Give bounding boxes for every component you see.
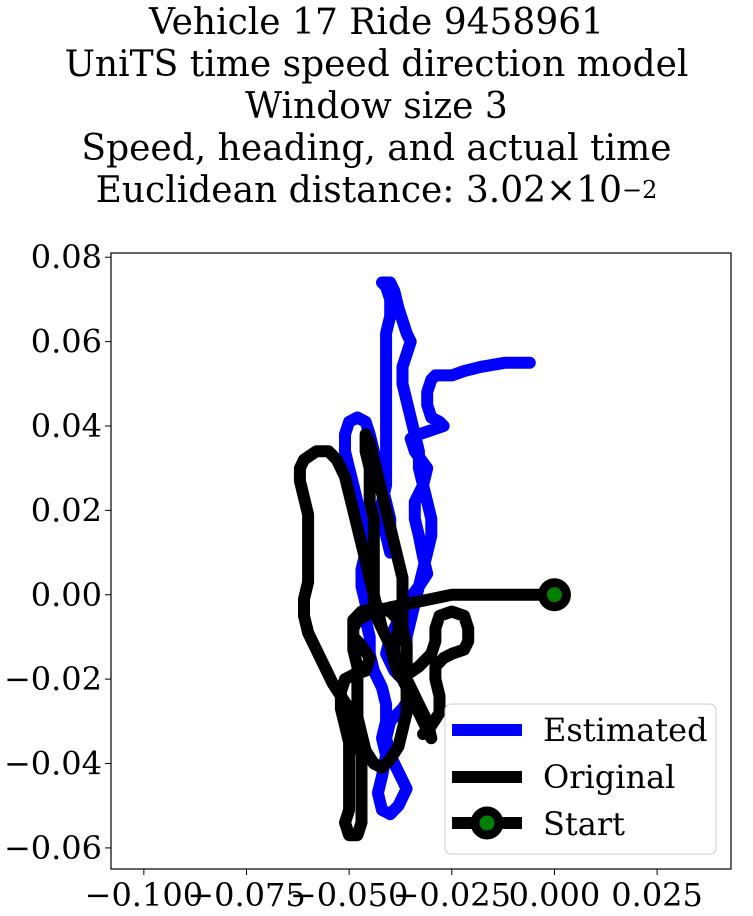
x-tick-label: −0.075 bbox=[187, 876, 305, 914]
title-line-4: Speed, heading, and actual time bbox=[81, 128, 672, 169]
x-tick-label: −0.100 bbox=[85, 876, 203, 914]
y-tick-label: −0.06 bbox=[4, 829, 102, 867]
distance-label: Euclidean distance: 3.02 bbox=[95, 170, 547, 211]
y-tick-label: −0.04 bbox=[4, 745, 102, 783]
title-line-2: UniTS time speed direction model bbox=[64, 44, 689, 85]
series-estimated-line bbox=[339, 276, 536, 821]
y-tick-label: −0.02 bbox=[4, 660, 102, 698]
trajectory-layer bbox=[293, 276, 571, 842]
legend-original-label: Original bbox=[543, 758, 675, 796]
legend-start-marker bbox=[470, 806, 504, 840]
legend-start-label: Start bbox=[543, 805, 625, 843]
chart-title: Vehicle 17 Ride 9458961 UniTS time speed… bbox=[0, 2, 753, 215]
legend-estimated-label: Estimated bbox=[543, 711, 708, 749]
y-tick-label: 0.04 bbox=[31, 407, 102, 445]
distance-exponent: −2 bbox=[622, 176, 658, 204]
distance-times: × bbox=[546, 170, 577, 211]
title-line-5: Euclidean distance: 3.02×10−2 bbox=[0, 170, 753, 215]
x-tick-label: 0.025 bbox=[611, 876, 703, 914]
x-tick-label: −0.025 bbox=[393, 876, 511, 914]
y-tick-label: 0.00 bbox=[31, 576, 102, 614]
distance-base: 10 bbox=[576, 170, 623, 211]
start-marker bbox=[537, 578, 571, 612]
title-line-1: Vehicle 17 Ride 9458961 bbox=[148, 2, 605, 43]
legend-box bbox=[444, 703, 717, 855]
legend: Estimated Original Start bbox=[444, 703, 717, 855]
y-tick-label: 0.02 bbox=[31, 491, 102, 529]
x-tick-label: −0.050 bbox=[290, 876, 408, 914]
y-tick-label: 0.06 bbox=[31, 323, 102, 361]
title-line-3: Window size 3 bbox=[245, 86, 508, 127]
axes-frame bbox=[110, 252, 732, 870]
x-tick-label: 0.000 bbox=[509, 876, 601, 914]
series-original-line bbox=[293, 428, 561, 842]
y-tick-label: 0.08 bbox=[31, 238, 102, 276]
